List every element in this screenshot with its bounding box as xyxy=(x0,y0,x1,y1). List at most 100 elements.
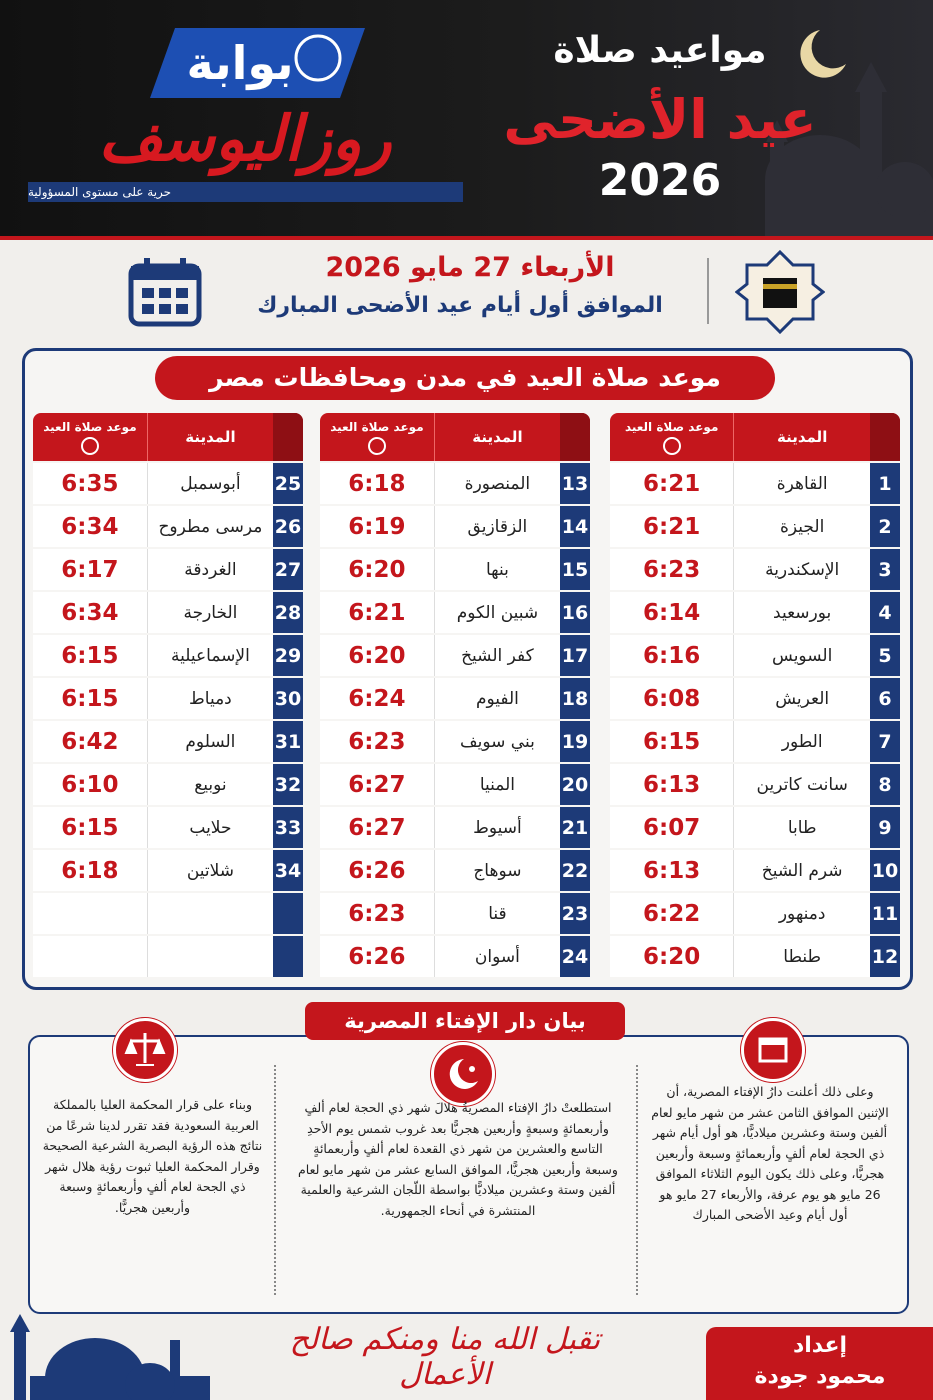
prayer-time: 6:21 xyxy=(610,506,734,547)
row-number: 9 xyxy=(870,807,900,848)
clock-icon xyxy=(367,436,386,455)
header-cell: المدينة xyxy=(146,413,273,461)
prayer-time: 6:23 xyxy=(320,893,434,934)
header-row: المدينة موعد صلاة العيد xyxy=(320,413,590,461)
table-column: المدينة موعد صلاة العيد 25 أبوسمبل 6:35 26 مرس… xyxy=(33,413,303,977)
prayer-time: 6:24 xyxy=(320,678,434,719)
prayer-time: 6:07 xyxy=(610,807,734,848)
header-cell: المدينة xyxy=(433,413,560,461)
table-row: 26 مرسى مطروح 6:34 xyxy=(33,506,303,547)
prayer-time: 6:18 xyxy=(33,850,147,891)
city-name: الإسكندرية xyxy=(733,549,870,590)
credit-name: محمود جودة xyxy=(754,1364,886,1389)
row-number: 17 xyxy=(560,635,590,676)
row-number: 16 xyxy=(560,592,590,633)
prayer-time: 6:15 xyxy=(33,635,147,676)
prayer-time: 6:10 xyxy=(33,764,147,805)
row-number xyxy=(273,893,303,934)
prayer-time: 6:21 xyxy=(320,592,434,633)
city-name: الجيزة xyxy=(733,506,870,547)
header-cell: موعد صلاة العيد xyxy=(610,413,733,461)
header-cell: موعد صلاة العيد xyxy=(33,413,147,461)
table-row: 2 الجيزة 6:21 xyxy=(610,506,900,547)
header-divider xyxy=(0,236,933,240)
table-row: 28 الخارجة 6:34 xyxy=(33,592,303,633)
table-row: 33 حلايب 6:15 xyxy=(33,807,303,848)
city-name: حلايب xyxy=(146,807,273,848)
prayer-time: 6:26 xyxy=(320,936,434,977)
row-number: 28 xyxy=(273,592,303,633)
prayer-time xyxy=(33,936,147,977)
row-number: 25 xyxy=(273,463,303,504)
table-row: 9 طابا 6:07 xyxy=(610,807,900,848)
table-row: 3 الإسكندرية 6:23 xyxy=(610,549,900,590)
credit-label: إعداد xyxy=(792,1333,848,1358)
city-name: الغردقة xyxy=(146,549,273,590)
prayer-time: 6:22 xyxy=(610,893,734,934)
city-name: مرسى مطروح xyxy=(146,506,273,547)
prayer-time: 6:26 xyxy=(320,850,434,891)
row-number: 29 xyxy=(273,635,303,676)
prayer-time: 6:16 xyxy=(610,635,734,676)
calendar-icon xyxy=(128,258,202,327)
city-name: القاهرة xyxy=(733,463,870,504)
prayer-time: 6:35 xyxy=(33,463,147,504)
table-row: 16 شبين الكوم 6:21 xyxy=(320,592,590,633)
clock-icon xyxy=(80,436,99,455)
table-row: 17 كفر الشيخ 6:20 xyxy=(320,635,590,676)
city-name: شرم الشيخ xyxy=(733,850,870,891)
row-number: 31 xyxy=(273,721,303,762)
kaaba-icon xyxy=(735,250,825,334)
table-row: 20 المنيا 6:27 xyxy=(320,764,590,805)
row-number: 19 xyxy=(560,721,590,762)
city-name: طابا xyxy=(733,807,870,848)
city-name xyxy=(146,936,273,977)
table-row: 29 الإسماعيلية 6:15 xyxy=(33,635,303,676)
header-cell xyxy=(273,413,303,461)
city-name: بورسعيد xyxy=(733,592,870,633)
city-name: الطور xyxy=(733,721,870,762)
table-column: المدينة موعد صلاة العيد 13 المنصورة 6:18 14 ال… xyxy=(320,413,590,977)
city-name: بنها xyxy=(433,549,560,590)
mosque-silhouette xyxy=(765,62,933,236)
table-row: 7 الطور 6:15 xyxy=(610,721,900,762)
prayer-time: 6:13 xyxy=(610,764,734,805)
city-name: المنيا xyxy=(433,764,560,805)
row-number: 15 xyxy=(560,549,590,590)
crescent-badge xyxy=(431,1042,495,1106)
row-number: 23 xyxy=(560,893,590,934)
divider xyxy=(636,1065,638,1295)
scales-badge xyxy=(113,1018,177,1082)
row-number xyxy=(273,936,303,977)
logo-globe xyxy=(294,34,342,82)
clock-icon xyxy=(662,436,681,455)
table-row: 25 أبوسمبل 6:35 xyxy=(33,463,303,504)
calligraphy: تقبل الله منا ومنكم صالح الأعمال xyxy=(289,1322,601,1392)
table-row: 8 سانت كاترين 6:13 xyxy=(610,764,900,805)
prayer-time: 6:42 xyxy=(33,721,147,762)
city-name: الفيوم xyxy=(433,678,560,719)
table-row: 32 نوبيع 6:10 xyxy=(33,764,303,805)
table-row: 24 أسوان 6:26 xyxy=(320,936,590,977)
prayer-time: 6:34 xyxy=(33,592,147,633)
row-number: 26 xyxy=(273,506,303,547)
city-name: الإسماعيلية xyxy=(146,635,273,676)
prayer-time: 6:23 xyxy=(320,721,434,762)
row-number: 34 xyxy=(273,850,303,891)
moon xyxy=(800,30,846,78)
table-row: 13 المنصورة 6:18 xyxy=(320,463,590,504)
table-row: 31 السلوم 6:42 xyxy=(33,721,303,762)
header-art xyxy=(28,28,933,236)
row-number: 7 xyxy=(870,721,900,762)
logo-top: بوابة xyxy=(186,36,294,90)
prayer-time: 6:14 xyxy=(610,592,734,633)
prayer-time: 6:27 xyxy=(320,807,434,848)
header-cell: المدينة xyxy=(733,413,870,461)
table-row: 30 دمياط 6:15 xyxy=(33,678,303,719)
row-number: 21 xyxy=(560,807,590,848)
row-number: 8 xyxy=(870,764,900,805)
city-name: أسوان xyxy=(433,936,560,977)
row-number: 14 xyxy=(560,506,590,547)
table-title: موعد صلاة العيد في مدن ومحافظات مصر xyxy=(155,356,775,400)
